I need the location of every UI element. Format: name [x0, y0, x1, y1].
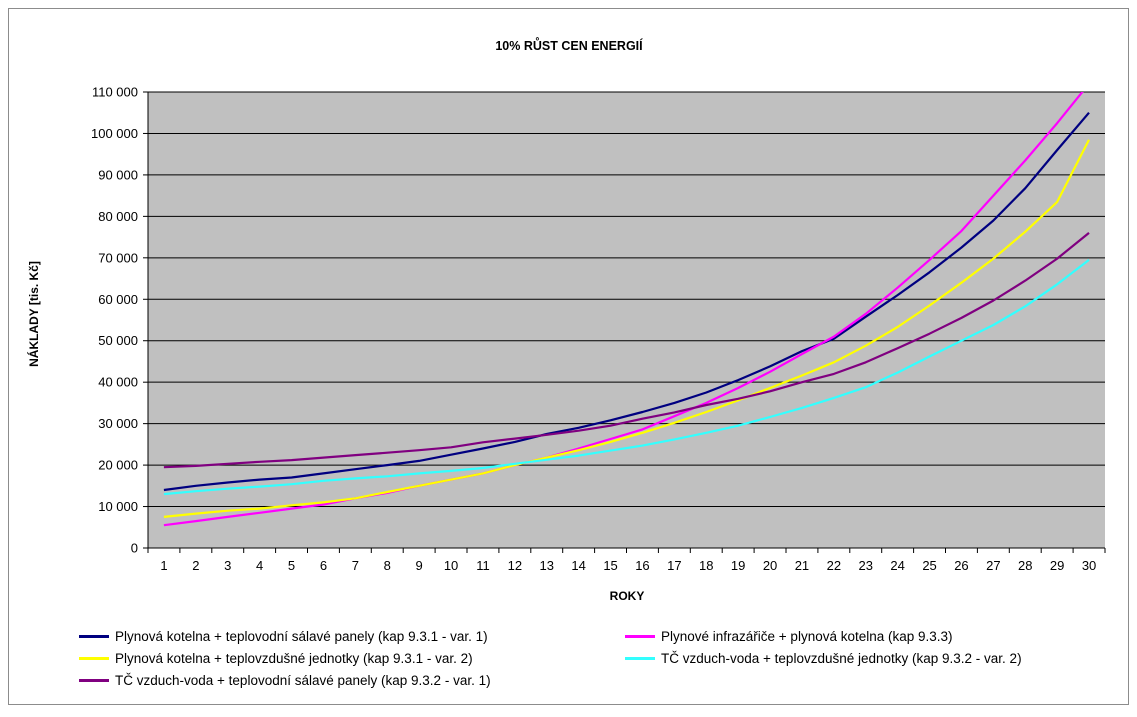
legend-item: Plynová kotelna + teplovodní sálavé pane… — [79, 629, 488, 644]
legend-swatch — [625, 657, 655, 660]
x-tick-label: 21 — [795, 558, 809, 573]
x-tick-label: 16 — [635, 558, 649, 573]
legend-swatch — [625, 635, 655, 638]
x-tick-label: 19 — [731, 558, 745, 573]
y-tick-label: 0 — [131, 541, 138, 556]
x-tick-label: 28 — [1018, 558, 1032, 573]
series-line — [163, 139, 1090, 518]
line-chart: 10% RŮST CEN ENERGIÍ NÁKLADY [tis. Kč] R… — [26, 37, 1106, 603]
legend-swatch — [79, 657, 109, 660]
legend-item: Plynová kotelna + teplovzdušné jednotky … — [79, 651, 473, 666]
y-tick-label: 20 000 — [98, 458, 138, 473]
x-tick-label: 17 — [667, 558, 681, 573]
legend-label: Plynové infrazářiče + plynová kotelna (k… — [661, 629, 953, 644]
legend-label: Plynová kotelna + teplovodní sálavé pane… — [115, 629, 488, 644]
y-axis-label: NÁKLADY [tis. Kč] — [26, 261, 41, 367]
y-tick-label: 10 000 — [98, 499, 138, 514]
x-tick-label: 3 — [224, 558, 231, 573]
chart-legend: Plynová kotelna + teplovodní sálavé pane… — [79, 627, 1119, 717]
legend-swatch — [79, 635, 109, 638]
series-line — [163, 111, 1090, 492]
x-tick-label: 13 — [540, 558, 554, 573]
x-tick-label: 1 — [160, 558, 167, 573]
x-tick-label: 30 — [1082, 558, 1096, 573]
x-tick-label: 18 — [699, 558, 713, 573]
x-tick-label: 14 — [571, 558, 585, 573]
x-tick-label: 27 — [986, 558, 1000, 573]
x-tick-label: 23 — [859, 558, 873, 573]
chart-title: 10% RŮST CEN ENERGIÍ — [495, 37, 643, 53]
chart-frame: 10% RŮST CEN ENERGIÍ NÁKLADY [tis. Kč] R… — [8, 8, 1129, 705]
x-tick-label: 12 — [508, 558, 522, 573]
x-tick-label: 10 — [444, 558, 458, 573]
legend-item: Plynové infrazářiče + plynová kotelna (k… — [625, 629, 953, 644]
legend-label: TČ vzduch-voda + teplovodní sálavé panel… — [115, 673, 491, 688]
x-tick-label: 25 — [922, 558, 936, 573]
x-tick-label: 7 — [352, 558, 359, 573]
x-tick-label: 24 — [890, 558, 904, 573]
y-tick-label: 40 000 — [98, 375, 138, 390]
x-axis-label: ROKY — [610, 589, 645, 603]
legend-item: TČ vzduch-voda + teplovodní sálavé panel… — [79, 673, 491, 688]
legend-label: Plynová kotelna + teplovzdušné jednotky … — [115, 651, 473, 666]
x-tick-label: 26 — [954, 558, 968, 573]
x-tick-label: 4 — [256, 558, 263, 573]
x-tick-label: 6 — [320, 558, 327, 573]
y-tick-label: 90 000 — [98, 167, 138, 182]
legend-item: TČ vzduch-voda + teplovzdušné jednotky (… — [625, 651, 1022, 666]
x-tick-label: 9 — [416, 558, 423, 573]
x-tick-label: 20 — [763, 558, 777, 573]
series-line — [163, 259, 1090, 496]
legend-label: TČ vzduch-voda + teplovzdušné jednotky (… — [661, 651, 1022, 666]
x-tick-label: 29 — [1050, 558, 1064, 573]
y-tick-label: 60 000 — [98, 292, 138, 307]
legend-swatch — [79, 679, 109, 682]
y-tick-label: 100 000 — [91, 126, 138, 141]
y-tick-label: 110 000 — [92, 85, 138, 100]
y-tick-label: 50 000 — [98, 333, 138, 348]
y-tick-label: 80 000 — [98, 209, 138, 224]
x-tick-label: 11 — [476, 558, 490, 573]
x-tick-label: 22 — [827, 558, 841, 573]
y-tick-label: 70 000 — [98, 250, 138, 265]
x-tick-label: 2 — [192, 558, 199, 573]
y-tick-label: 30 000 — [98, 416, 138, 431]
plot-area — [148, 92, 1105, 548]
x-tick-label: 15 — [603, 558, 617, 573]
x-tick-label: 5 — [288, 558, 295, 573]
series-line — [163, 92, 1084, 527]
series-line — [163, 232, 1090, 469]
x-tick-label: 8 — [384, 558, 391, 573]
